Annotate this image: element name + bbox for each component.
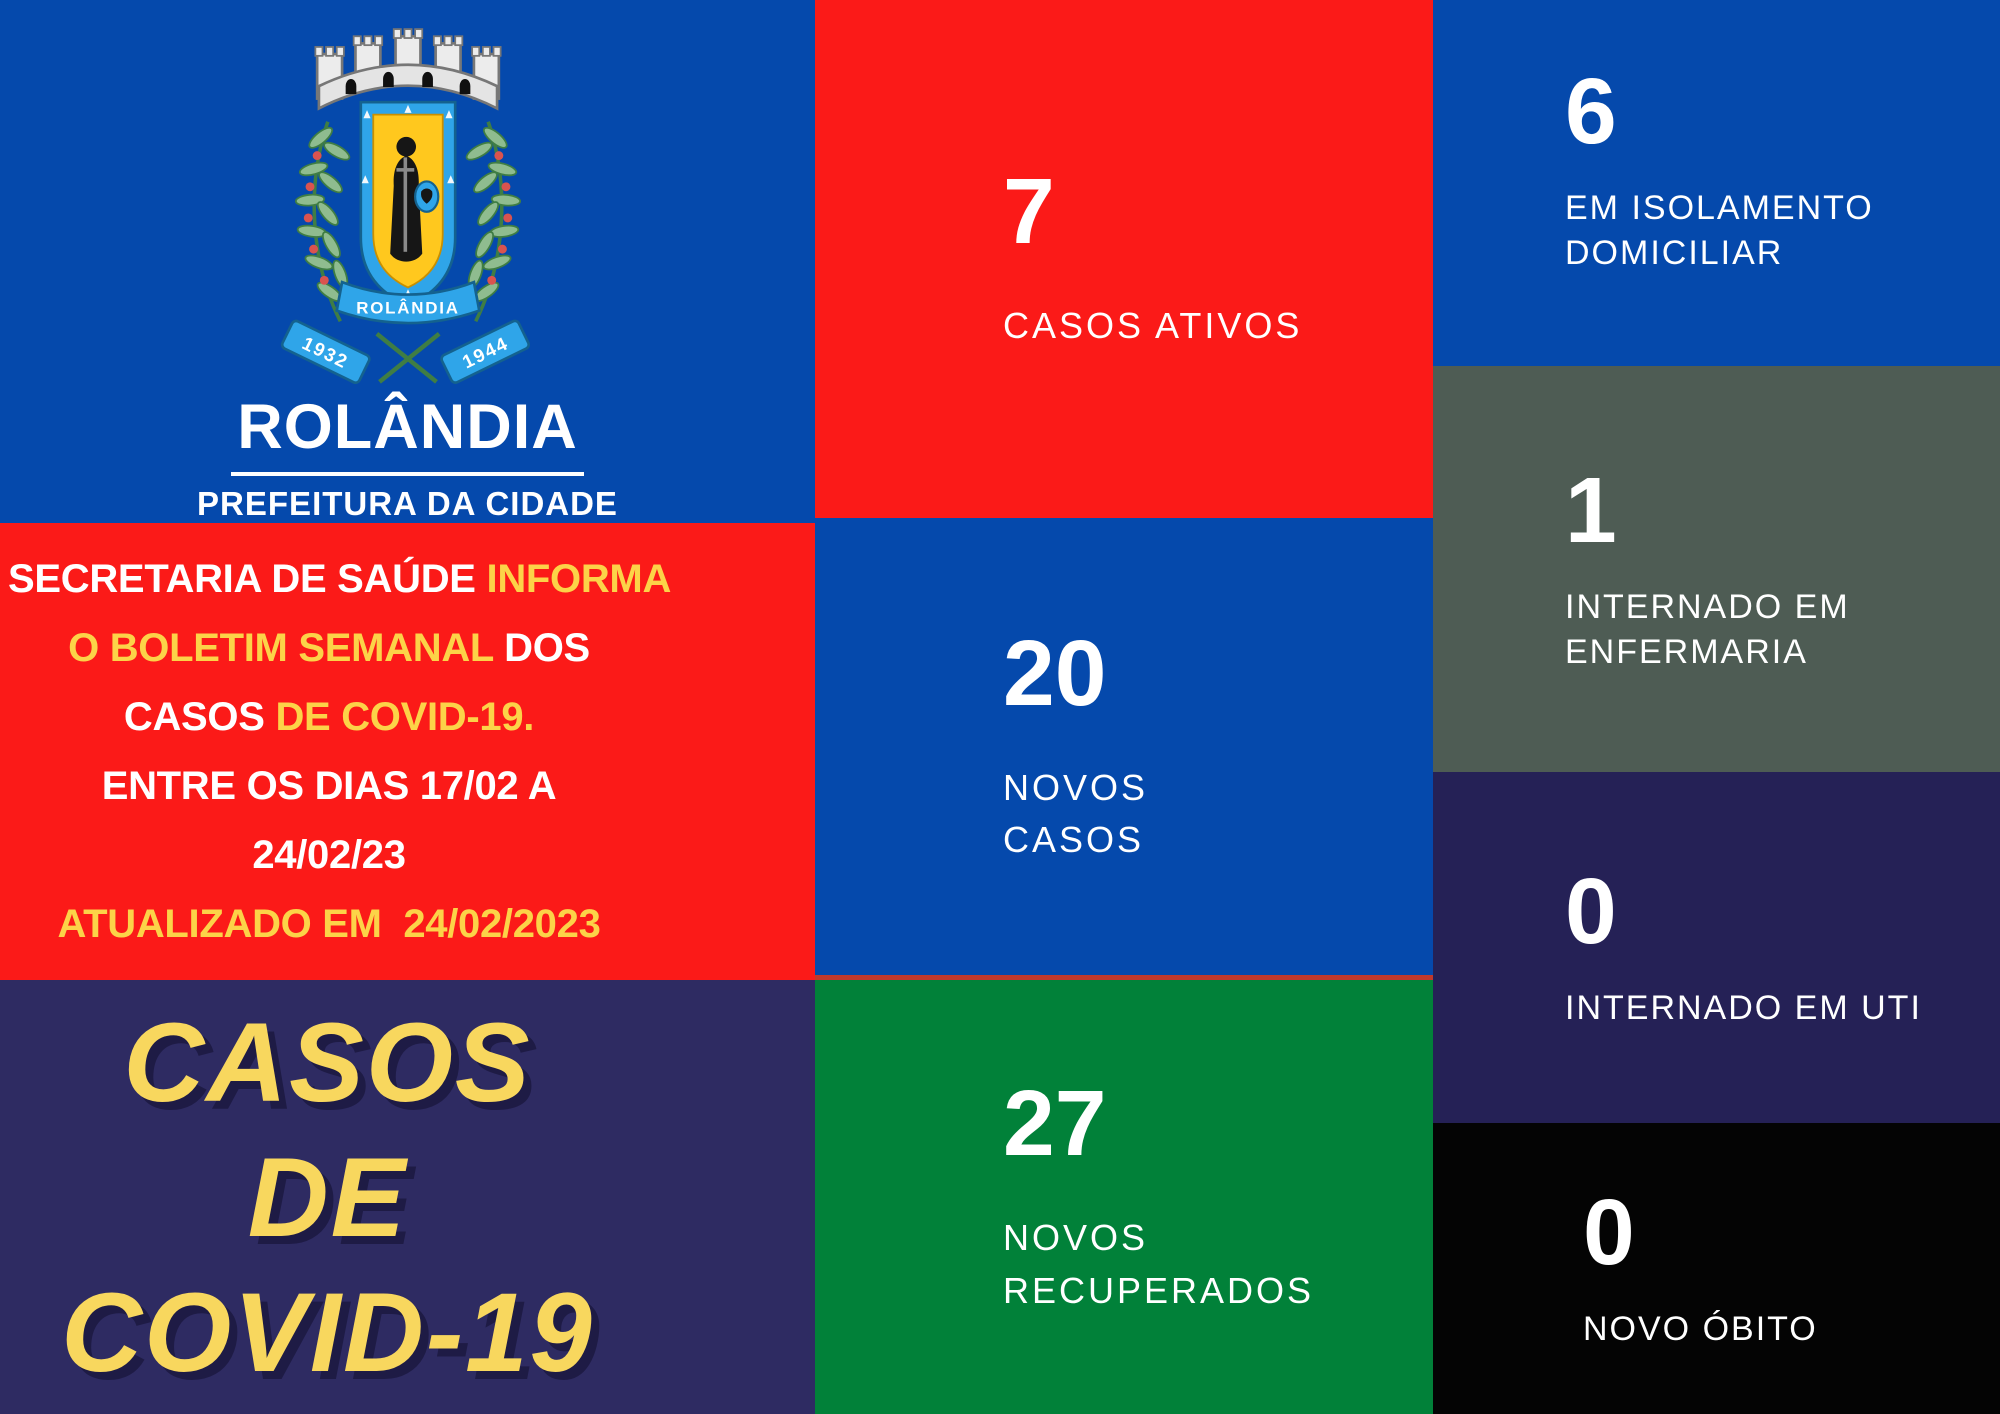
stat-value: 0	[1565, 858, 1617, 963]
stat-isolamento-domiciliar: 6 EM ISOLAMENTO DOMICILIAR	[1433, 0, 2000, 366]
info-line-1-highlight: INFORMA	[486, 556, 672, 601]
stat-value: 1	[1565, 457, 1617, 562]
stat-label: CASOS ATIVOS	[1003, 305, 1303, 347]
title-line-1: CASOS	[123, 999, 532, 1125]
info-line-3: CASOS DE COVID-19.	[8, 683, 650, 752]
info-line-4: ENTRE OS DIAS 17/02 A	[101, 763, 557, 808]
stat-novos-casos: 20 NOVOS CASOS	[815, 518, 1433, 975]
stat-value: 6	[1565, 58, 1617, 163]
divider-line	[815, 975, 1433, 980]
stat-value: 27	[1003, 1071, 1107, 1176]
info-line-2-highlight: O BOLETIM SEMANAL	[68, 625, 505, 670]
laurel-branch-left-icon	[294, 121, 350, 323]
year-ribbon-left-icon: 1932	[280, 319, 371, 385]
bulletin-info-block: SECRETARIA DE SAÚDE INFORMA O BOLETIM SE…	[0, 523, 815, 980]
city-subtitle: PREFEITURA DA CIDADE	[197, 485, 618, 522]
year-ribbon-right-icon: 1944	[439, 319, 530, 384]
middle-column: 7 CASOS ATIVOS 20 NOVOS CASOS 27 NOVOS R…	[815, 0, 1433, 1414]
crest-city-name: ROLÂNDIA	[356, 298, 459, 317]
city-name: ROLÂNDIA	[231, 391, 584, 476]
info-line-2: O BOLETIM SEMANAL DOS	[8, 614, 650, 683]
title-line-3: COVID-19	[61, 1269, 594, 1395]
stat-label-line-1: INTERNADO EM	[1565, 587, 1850, 626]
stat-label-line-2: ENFERMARIA	[1565, 632, 1808, 671]
city-header: ROLÂNDIA 1932 1944 ROLÂNDIA PREFEITURA D…	[0, 0, 815, 523]
stat-label: INTERNADO EM UTI	[1565, 988, 1922, 1027]
stat-value: 0	[1583, 1179, 1635, 1284]
stat-casos-ativos: 7 CASOS ATIVOS	[815, 0, 1433, 518]
stat-label-line-2: DOMICILIAR	[1565, 233, 1784, 272]
stat-internado-enfermaria: 1 INTERNADO EM ENFERMARIA	[1433, 366, 2000, 772]
stat-internado-uti: 0 INTERNADO EM UTI	[1433, 772, 2000, 1123]
info-line-3-highlight: DE COVID-19.	[275, 694, 535, 739]
info-line-5: 24/02/23	[252, 832, 406, 877]
stat-label-line-1: NOVOS	[1003, 766, 1149, 808]
stat-label-line-1: NOVOS	[1003, 1217, 1149, 1259]
stat-label-line-1: EM ISOLAMENTO	[1565, 188, 1874, 227]
info-line-1-white: SECRETARIA DE SAÚDE	[8, 556, 487, 601]
rolandia-coat-of-arms-icon: ROLÂNDIA 1932 1944	[280, 28, 530, 385]
stat-novos-recuperados: 27 NOVOS RECUPERADOS	[815, 980, 1433, 1414]
poster-title-block: CASOS DE COVID-19	[0, 980, 815, 1414]
info-line-1: SECRETARIA DE SAÚDE INFORMA	[8, 545, 671, 614]
stat-value: 20	[1003, 620, 1107, 725]
stat-label: NOVO ÓBITO	[1583, 1309, 1818, 1348]
right-column: 6 EM ISOLAMENTO DOMICILIAR 1 INTERNADO E…	[1433, 0, 2000, 1414]
stat-label-line-2: RECUPERADOS	[1003, 1269, 1315, 1311]
left-column: ROLÂNDIA 1932 1944 ROLÂNDIA PREFEITURA D…	[0, 0, 815, 1414]
info-line-6: ATUALIZADO EM 24/02/2023	[57, 901, 601, 946]
stat-value: 7	[1003, 159, 1055, 264]
info-line-3-white: CASOS	[123, 694, 276, 739]
roland-statue-icon	[389, 136, 439, 262]
mural-crown-icon	[313, 28, 502, 111]
title-line-2: DE	[247, 1134, 408, 1260]
shield-icon	[358, 100, 457, 307]
stat-label-line-2: CASOS	[1003, 819, 1145, 860]
info-line-2-white: DOS	[504, 625, 590, 670]
name-ribbon-icon: ROLÂNDIA	[334, 280, 481, 325]
stat-novo-obito: 0 NOVO ÓBITO	[1433, 1123, 2000, 1414]
crossed-stems-icon	[374, 332, 441, 384]
